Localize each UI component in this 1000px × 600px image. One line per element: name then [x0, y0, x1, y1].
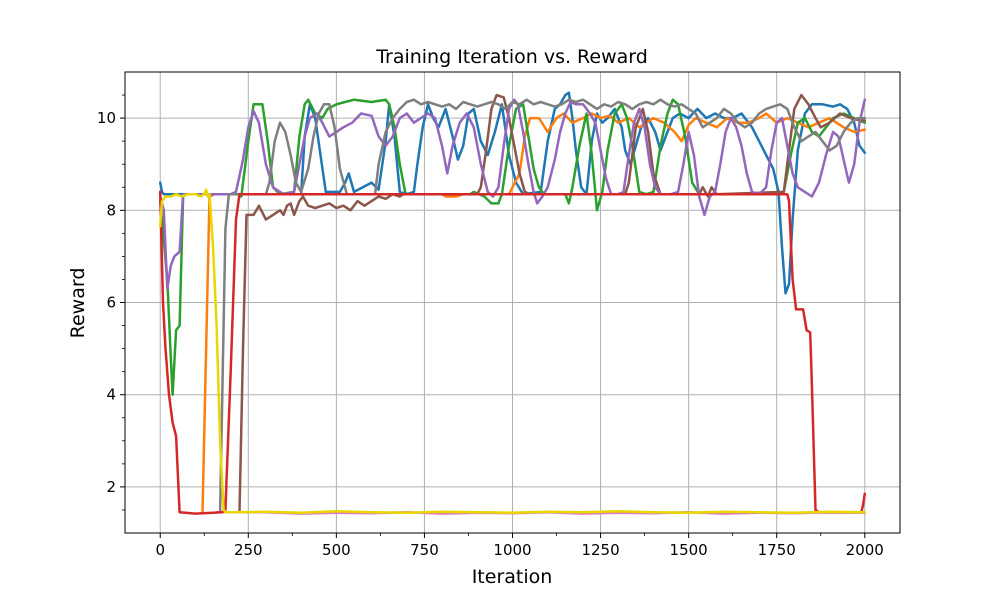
y-tick-label: 2: [106, 478, 116, 496]
x-tick-label: 0: [155, 541, 165, 559]
y-tick-label: 4: [106, 386, 116, 404]
ticks: 0 250 500 750 1000 1250 1500 1750 2000 2 4 6 8 10: [97, 94, 884, 559]
x-tick-label: 1500: [670, 541, 708, 559]
y-tick-label: 8: [106, 201, 116, 219]
series-line-6: [218, 98, 867, 514]
series-line-9: [158, 188, 867, 514]
chart-title: Training Iteration vs. Reward: [375, 46, 648, 68]
series-line-8: [158, 190, 867, 515]
x-tick-label: 1750: [758, 541, 796, 559]
series-layer: [158, 91, 867, 515]
series-line-5: [158, 98, 867, 290]
y-axis-label: Reward: [67, 268, 89, 339]
x-tick-label: 1250: [581, 541, 619, 559]
x-tick-label: 2000: [846, 541, 884, 559]
series-line-1: [158, 91, 867, 295]
x-tick-label: 1000: [493, 541, 531, 559]
y-tick-label: 6: [106, 294, 116, 312]
x-tick-label: 500: [322, 541, 351, 559]
x-tick-label: 250: [234, 541, 263, 559]
series-line-4: [238, 93, 867, 514]
x-axis-label: Iteration: [472, 566, 553, 588]
y-tick-label: 10: [97, 109, 116, 127]
series-line-3: [158, 98, 867, 396]
x-tick-label: 750: [410, 541, 439, 559]
